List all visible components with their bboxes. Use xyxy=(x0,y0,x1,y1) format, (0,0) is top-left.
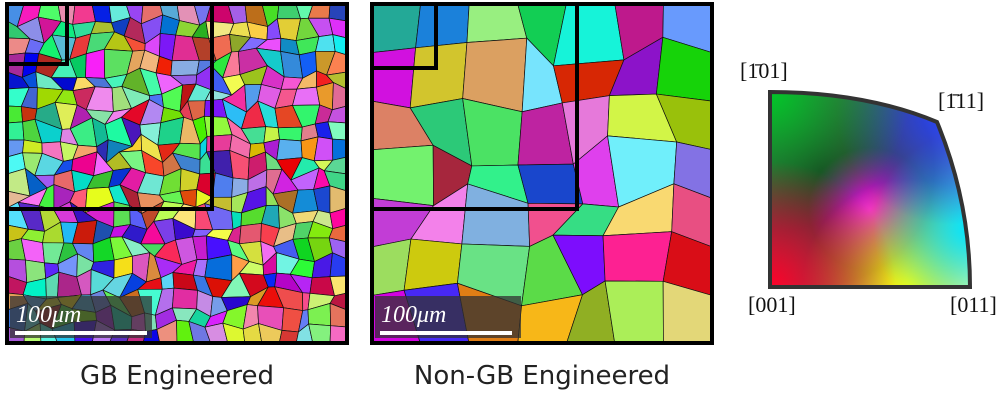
grain xyxy=(188,320,212,343)
caption: GB Engineered xyxy=(80,361,274,391)
grain xyxy=(553,4,625,67)
grain xyxy=(292,86,321,106)
grain xyxy=(308,323,331,343)
grain xyxy=(655,93,712,151)
grain xyxy=(315,34,336,52)
grain xyxy=(326,50,347,76)
grain xyxy=(662,4,712,53)
grain xyxy=(328,17,347,39)
frames xyxy=(5,2,714,345)
grain xyxy=(327,105,347,124)
caption: Non-GB Engineered xyxy=(414,361,670,391)
grain xyxy=(328,4,347,22)
grain xyxy=(517,163,584,205)
grain xyxy=(662,231,712,296)
grain xyxy=(171,287,198,310)
grain xyxy=(566,280,616,343)
grain xyxy=(295,323,314,343)
grain xyxy=(91,4,112,24)
grain xyxy=(72,4,96,25)
grain xyxy=(329,325,347,343)
grain xyxy=(329,302,347,328)
grain xyxy=(323,170,347,192)
grain xyxy=(327,121,347,141)
grain xyxy=(403,238,463,291)
grain xyxy=(113,201,131,228)
grain xyxy=(329,207,347,230)
key-label: [001] xyxy=(748,292,796,317)
grain xyxy=(325,71,347,90)
grain xyxy=(328,224,347,243)
grain xyxy=(7,121,25,141)
grain xyxy=(331,82,347,111)
grain xyxy=(204,322,229,343)
grain xyxy=(655,36,712,102)
grain xyxy=(673,141,712,199)
grain xyxy=(323,156,347,175)
grain xyxy=(332,138,347,161)
grain xyxy=(372,144,434,207)
grain xyxy=(332,34,347,56)
grain xyxy=(329,292,347,311)
grain xyxy=(328,237,347,260)
grain xyxy=(176,319,195,343)
grain-map xyxy=(372,4,712,343)
grain xyxy=(258,323,283,343)
grain xyxy=(329,252,347,277)
scale-bar-label: 100μm xyxy=(16,302,81,328)
grain xyxy=(409,42,468,109)
grain xyxy=(662,280,712,343)
grain xyxy=(277,126,303,142)
grain xyxy=(7,105,23,124)
key-label: [1̄11] xyxy=(938,88,984,113)
grain xyxy=(372,4,421,53)
grain xyxy=(671,183,712,248)
grain xyxy=(602,231,673,282)
grain xyxy=(466,4,528,43)
grain-map xyxy=(7,4,347,343)
grain xyxy=(604,280,664,343)
grain xyxy=(415,4,470,49)
grain xyxy=(276,138,303,161)
grain xyxy=(329,185,347,214)
grain xyxy=(372,47,416,109)
grain xyxy=(239,223,262,245)
scale-bar-label: 100μm xyxy=(381,302,446,328)
grain xyxy=(222,322,246,343)
grain xyxy=(242,323,263,343)
grain xyxy=(278,330,299,343)
key-label: [1̄01] xyxy=(740,58,788,83)
key-label: [011] xyxy=(950,292,997,317)
grain xyxy=(170,59,200,77)
grain xyxy=(156,319,178,343)
grain xyxy=(85,48,106,79)
grain xyxy=(329,275,347,297)
